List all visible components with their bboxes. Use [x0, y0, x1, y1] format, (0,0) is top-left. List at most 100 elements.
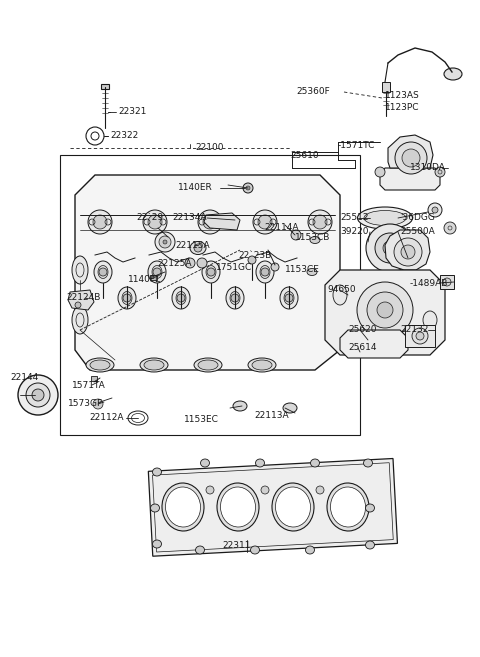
Text: 25512: 25512 — [340, 214, 369, 223]
Ellipse shape — [310, 237, 320, 244]
Circle shape — [367, 292, 403, 328]
Ellipse shape — [153, 468, 161, 476]
Polygon shape — [385, 230, 430, 270]
Text: 22`23B: 22`23B — [238, 252, 271, 260]
Circle shape — [443, 278, 451, 286]
Circle shape — [412, 328, 428, 344]
Circle shape — [258, 215, 272, 229]
Ellipse shape — [307, 269, 317, 275]
Circle shape — [395, 142, 427, 174]
Ellipse shape — [444, 68, 462, 80]
Ellipse shape — [166, 487, 201, 527]
Circle shape — [203, 215, 217, 229]
Ellipse shape — [230, 292, 240, 304]
Ellipse shape — [284, 292, 294, 304]
Circle shape — [261, 268, 269, 276]
Circle shape — [75, 302, 81, 308]
Polygon shape — [388, 135, 433, 168]
Circle shape — [99, 268, 107, 276]
Circle shape — [435, 167, 445, 177]
Ellipse shape — [365, 541, 374, 549]
Circle shape — [271, 263, 279, 271]
Text: 22124B: 22124B — [66, 294, 100, 302]
Circle shape — [261, 486, 269, 494]
Ellipse shape — [327, 483, 369, 531]
Ellipse shape — [283, 403, 297, 413]
Circle shape — [313, 215, 327, 229]
Text: -1489AB: -1489AB — [410, 279, 448, 288]
Text: 25610: 25610 — [290, 150, 319, 160]
Circle shape — [26, 383, 50, 407]
Ellipse shape — [94, 261, 112, 283]
Ellipse shape — [305, 546, 314, 554]
Circle shape — [401, 245, 415, 259]
Text: 22112A: 22112A — [89, 413, 123, 422]
Circle shape — [375, 167, 385, 177]
Ellipse shape — [202, 261, 220, 283]
Circle shape — [231, 294, 239, 302]
Ellipse shape — [201, 459, 209, 467]
Text: 22114A: 22114A — [264, 223, 299, 233]
Circle shape — [207, 268, 215, 276]
Circle shape — [148, 215, 162, 229]
Text: 25360F: 25360F — [296, 87, 330, 97]
Circle shape — [93, 399, 103, 409]
Circle shape — [246, 186, 250, 190]
Circle shape — [206, 486, 214, 494]
Circle shape — [432, 207, 438, 213]
Circle shape — [253, 210, 277, 234]
Circle shape — [143, 210, 167, 234]
Ellipse shape — [206, 265, 216, 279]
Ellipse shape — [144, 360, 164, 370]
Text: 1153CB: 1153CB — [295, 233, 330, 242]
Ellipse shape — [311, 459, 320, 467]
Circle shape — [291, 230, 301, 240]
Text: -1571TC: -1571TC — [338, 141, 375, 150]
Circle shape — [197, 258, 207, 268]
Ellipse shape — [176, 292, 186, 304]
Text: 1123AS: 1123AS — [385, 91, 420, 101]
Ellipse shape — [86, 358, 114, 372]
Ellipse shape — [162, 483, 204, 531]
Ellipse shape — [251, 546, 260, 554]
Circle shape — [285, 294, 293, 302]
Ellipse shape — [122, 292, 132, 304]
Text: 1571TA: 1571TA — [72, 380, 106, 390]
Text: 1573GF: 1573GF — [68, 399, 103, 407]
Text: 1751GC: 1751GC — [216, 263, 252, 271]
Ellipse shape — [172, 287, 190, 309]
Bar — [101, 84, 109, 89]
Circle shape — [32, 389, 44, 401]
Circle shape — [177, 294, 185, 302]
Ellipse shape — [256, 261, 274, 283]
Bar — [382, 82, 390, 92]
Ellipse shape — [260, 265, 270, 279]
Text: 22321: 22321 — [118, 108, 146, 116]
Ellipse shape — [276, 487, 311, 527]
Polygon shape — [68, 290, 94, 310]
Text: 1153EC: 1153EC — [184, 415, 219, 424]
Ellipse shape — [280, 287, 298, 309]
Circle shape — [185, 258, 195, 268]
Text: 25614: 25614 — [348, 344, 376, 353]
Circle shape — [375, 233, 405, 263]
Circle shape — [163, 240, 167, 244]
Circle shape — [316, 486, 324, 494]
Circle shape — [383, 241, 397, 255]
Circle shape — [444, 222, 456, 234]
Ellipse shape — [90, 360, 110, 370]
Circle shape — [123, 294, 131, 302]
Ellipse shape — [248, 358, 276, 372]
Text: 22134A: 22134A — [172, 214, 206, 223]
Polygon shape — [204, 213, 240, 230]
Circle shape — [377, 302, 393, 318]
Text: 25620: 25620 — [348, 325, 376, 334]
Bar — [405, 325, 435, 347]
Ellipse shape — [194, 358, 222, 372]
Bar — [91, 376, 97, 381]
Text: 39220: 39220 — [340, 227, 369, 237]
Ellipse shape — [233, 401, 247, 411]
Bar — [60, 155, 360, 435]
Circle shape — [159, 236, 171, 248]
Text: 1140ER: 1140ER — [178, 183, 213, 193]
